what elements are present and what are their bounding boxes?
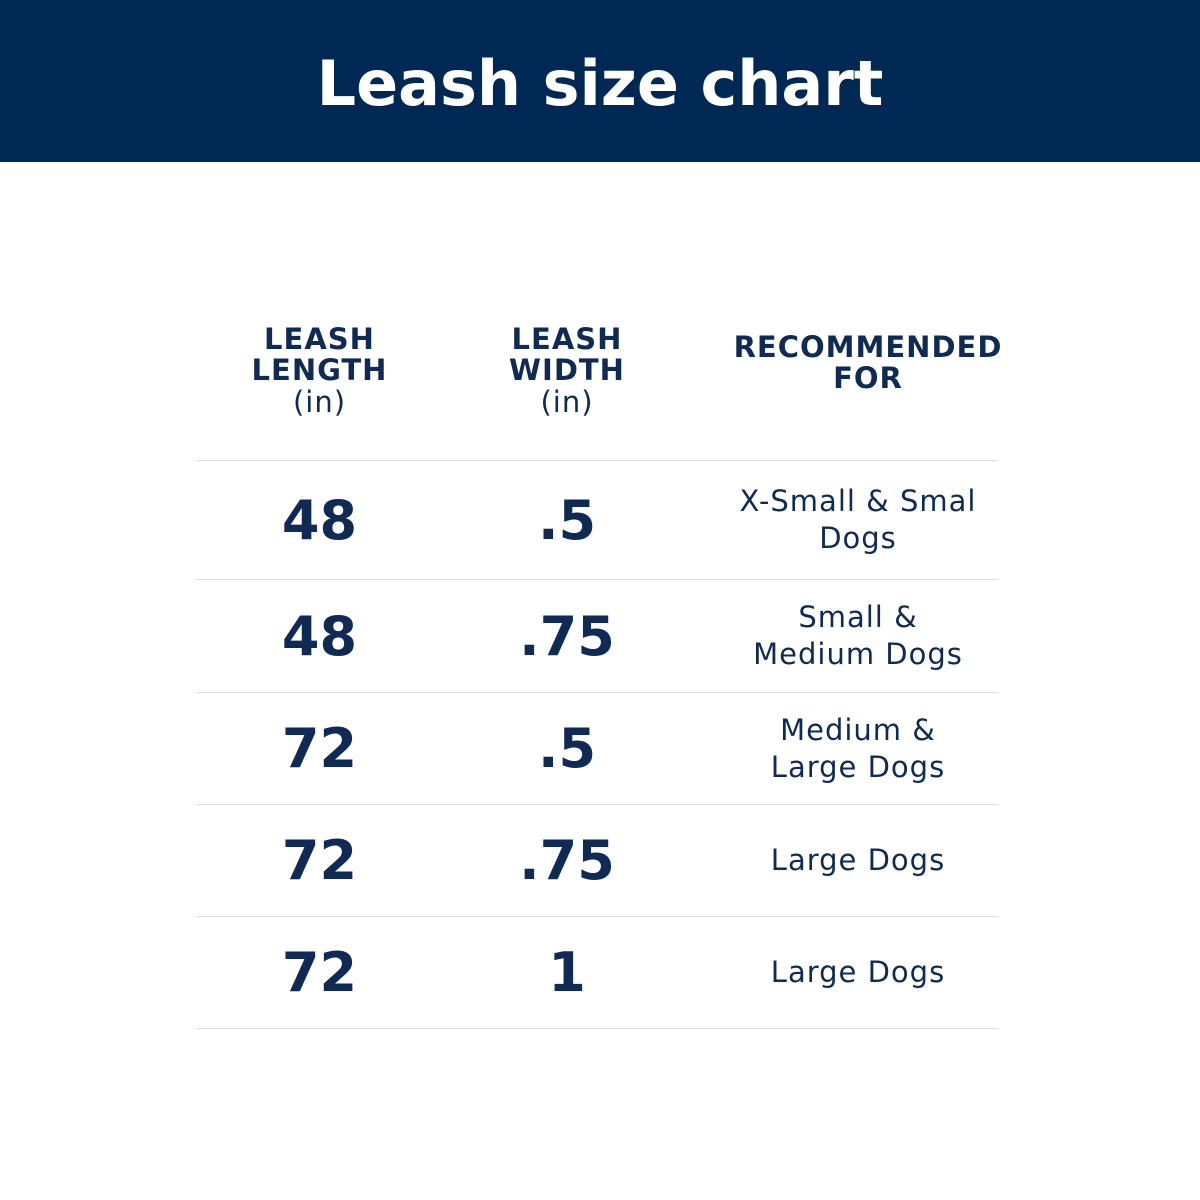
size-table: LEASH LENGTH (in) LEASH WIDTH (in) RECOM… xyxy=(197,300,1002,1029)
length-cell: 72 xyxy=(281,717,358,780)
table-row: 48 .5 X-Small & Smal Dogs xyxy=(197,460,997,579)
recommended-cell: Large Dogs xyxy=(770,955,946,989)
recommended-text: Medium & Large Dogs xyxy=(770,712,946,784)
width-cell: .5 xyxy=(537,717,597,780)
recommended-text: X-Small & Smal Dogs xyxy=(739,484,977,555)
recommended-cell: X-Small & Smal Dogs xyxy=(712,461,1004,579)
length-cell: 72 xyxy=(281,829,358,892)
chart-header: Leash size chart xyxy=(0,0,1200,162)
table-row: 48 .75 Small & Medium Dogs xyxy=(197,579,997,692)
length-cell: 48 xyxy=(281,604,358,668)
width-cell: 1 xyxy=(548,941,586,1004)
length-cell: 48 xyxy=(281,488,358,552)
header-recommended-for-title: RECOMMENDED FOR xyxy=(733,330,1003,395)
chart-title: Leash size chart xyxy=(316,46,884,120)
recommended-cell: Medium & Large Dogs xyxy=(712,693,1004,804)
header-leash-length-title: LEASH LENGTH xyxy=(251,322,388,387)
header-leash-width-unit: (in) xyxy=(540,385,594,419)
table-row: 72 .75 Large Dogs xyxy=(197,804,997,916)
width-cell: .75 xyxy=(519,829,615,892)
header-leash-length-unit: (in) xyxy=(292,385,347,419)
header-leash-width: LEASH WIDTH (in) xyxy=(442,322,692,419)
header-recommended-for: RECOMMENDED FOR xyxy=(727,332,1009,394)
table-header-row: LEASH LENGTH (in) LEASH WIDTH (in) RECOM… xyxy=(197,300,1002,460)
table-row: 72 .5 Medium & Large Dogs xyxy=(197,692,997,804)
table-row: 72 1 Large Dogs xyxy=(197,916,997,1029)
length-cell: 72 xyxy=(281,941,358,1004)
recommended-text: Small & Medium Dogs xyxy=(753,600,963,671)
recommended-cell: Small & Medium Dogs xyxy=(712,580,1004,692)
width-cell: .75 xyxy=(519,604,615,668)
header-leash-length: LEASH LENGTH (in) xyxy=(197,322,442,419)
width-cell: .5 xyxy=(537,488,597,552)
recommended-cell: Large Dogs xyxy=(770,843,946,877)
header-leash-width-title: LEASH WIDTH xyxy=(509,322,625,387)
